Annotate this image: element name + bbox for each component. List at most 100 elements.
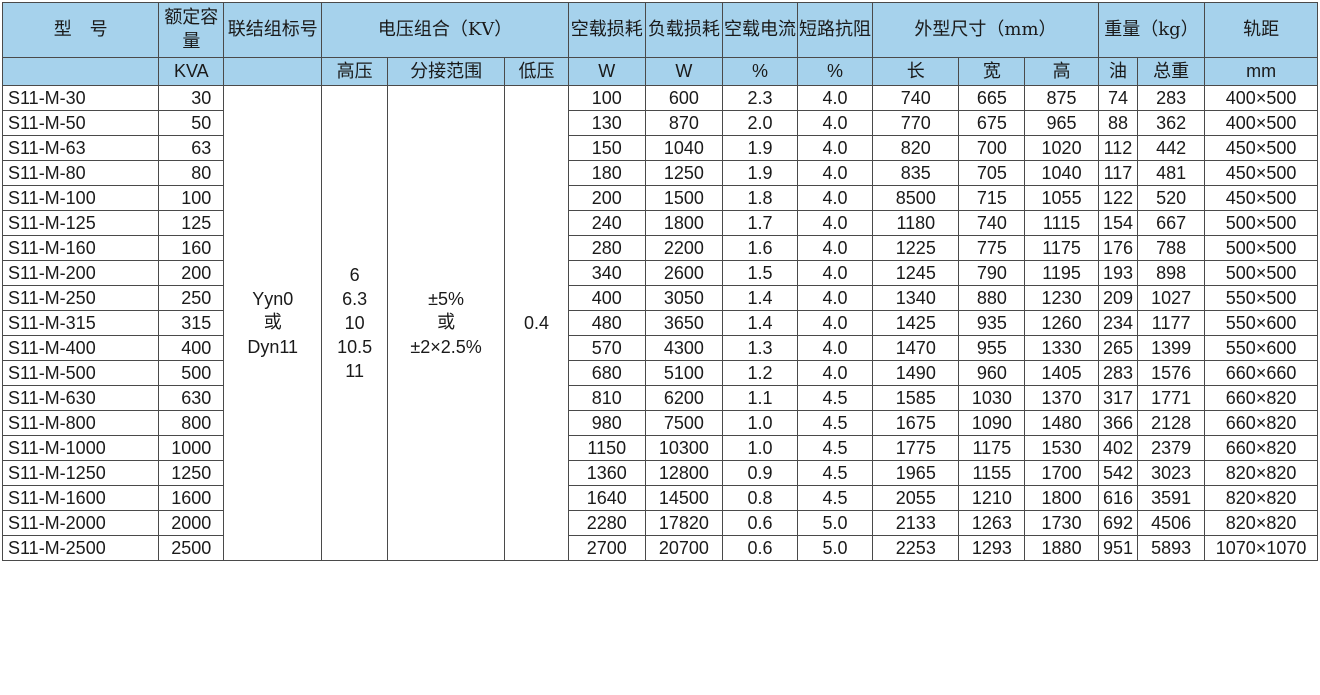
model-cell: S11-M-200 (1, 260, 160, 286)
high-voltage-cell-line: 6.3 (342, 289, 368, 309)
capacity-cell: 63 (158, 135, 225, 161)
total-weight-cell: 3023 (1137, 460, 1206, 486)
oil-weight-cell: 176 (1097, 235, 1139, 261)
table-row: S11-M-30 30 Yyn0 或 Dyn11 6 6.3 10 10.5 11 ±5% 或 ±2×2… (1, 85, 1318, 561)
unit-load-loss: W (644, 57, 724, 86)
impedance-cell: 4.5 (796, 460, 874, 486)
length-cell: 820 (872, 135, 960, 161)
length-cell: 1585 (872, 385, 960, 411)
table-row: S11-M-160 160 280 2200 1.6 4.0 1225 775 1175 176 7… (1, 235, 1318, 261)
oil-weight-cell: 283 (1097, 360, 1139, 386)
capacity-cell: 315 (158, 310, 225, 336)
unit-connection-empty (223, 57, 323, 86)
table-row: S11-M-2500 2500 2700 20700 0.6 5.0 2253 1293 188… (1, 535, 1318, 561)
no-load-current-cell: 1.8 (722, 185, 798, 211)
width-cell: 775 (958, 235, 1026, 261)
width-cell: 1263 (958, 510, 1026, 536)
header-model: 型 号 (1, 2, 160, 58)
gauge-cell: 820×820 (1204, 510, 1318, 536)
width-cell: 1210 (958, 485, 1026, 511)
model-cell: S11-M-2000 (1, 510, 160, 536)
header-no-load-loss: 空载损耗 (567, 2, 646, 58)
capacity-cell: 200 (158, 260, 225, 286)
total-weight-cell: 1177 (1137, 310, 1206, 336)
no-load-loss-cell: 1360 (567, 460, 646, 486)
table-row: S11-M-1250 1250 1360 12800 0.9 4.5 1965 1155 170… (1, 460, 1318, 486)
total-weight-cell: 442 (1137, 135, 1206, 161)
length-cell: 1775 (872, 435, 960, 461)
table-row: S11-M-630 630 810 6200 1.1 4.5 1585 1030 1370 317… (1, 385, 1318, 411)
model-cell: S11-M-1000 (1, 435, 160, 461)
length-cell: 2055 (872, 485, 960, 511)
length-cell: 2253 (872, 535, 960, 561)
no-load-loss-cell: 180 (567, 160, 646, 186)
impedance-cell: 4.0 (796, 135, 874, 161)
impedance-cell: 4.0 (796, 335, 874, 361)
model-cell: S11-M-160 (1, 235, 160, 261)
total-weight-cell: 1027 (1137, 285, 1206, 311)
no-load-current-cell: 0.6 (722, 510, 798, 536)
capacity-cell: 630 (158, 385, 225, 411)
unit-capacity: KVA (158, 57, 225, 86)
total-weight-cell: 2379 (1137, 435, 1206, 461)
no-load-loss-cell: 280 (567, 235, 646, 261)
header-connection: 联结组标号 (223, 2, 323, 58)
tap-range-cell: ±5% 或 ±2×2.5% (387, 85, 506, 561)
high-voltage-cell-line: 11 (345, 361, 364, 381)
impedance-cell: 4.0 (796, 160, 874, 186)
load-loss-cell: 1800 (644, 210, 724, 236)
no-load-loss-cell: 680 (567, 360, 646, 386)
header-weight: 重量（kg） (1097, 2, 1206, 58)
total-weight-cell: 481 (1137, 160, 1206, 186)
total-weight-cell: 283 (1137, 85, 1206, 111)
table-row: S11-M-315 315 480 3650 1.4 4.0 1425 935 1260 234 1… (1, 310, 1318, 336)
impedance-cell: 4.0 (796, 110, 874, 136)
oil-weight-cell: 402 (1097, 435, 1139, 461)
table-row: S11-M-100 100 200 1500 1.8 4.0 8500 715 1055 122 5… (1, 185, 1318, 211)
header-no-load-current: 空载电流 (722, 2, 798, 58)
unit-length: 长 (872, 57, 960, 86)
height-cell: 875 (1024, 85, 1099, 111)
no-load-loss-cell: 400 (567, 285, 646, 311)
load-loss-cell: 1040 (644, 135, 724, 161)
height-cell: 1020 (1024, 135, 1099, 161)
capacity-cell: 100 (158, 185, 225, 211)
height-cell: 1055 (1024, 185, 1099, 211)
table-row: S11-M-500 500 680 5100 1.2 4.0 1490 960 1405 283 1… (1, 360, 1318, 386)
gauge-cell: 820×820 (1204, 485, 1318, 511)
impedance-cell: 4.0 (796, 360, 874, 386)
model-cell: S11-M-315 (1, 310, 160, 336)
table-body: S11-M-30 30 Yyn0 或 Dyn11 6 6.3 10 10.5 11 ±5% 或 ±2×2… (1, 85, 1318, 561)
length-cell: 1965 (872, 460, 960, 486)
length-cell: 1470 (872, 335, 960, 361)
oil-weight-cell: 616 (1097, 485, 1139, 511)
unit-no-load-current: % (722, 57, 798, 86)
no-load-loss-cell: 810 (567, 385, 646, 411)
gauge-cell: 450×500 (1204, 135, 1318, 161)
total-weight-cell: 788 (1137, 235, 1206, 261)
total-weight-cell: 362 (1137, 110, 1206, 136)
gauge-cell: 660×820 (1204, 410, 1318, 436)
no-load-loss-cell: 1150 (567, 435, 646, 461)
no-load-current-cell: 2.3 (722, 85, 798, 111)
tap-range-cell-line: ±5% (428, 289, 465, 309)
height-cell: 1480 (1024, 410, 1099, 436)
connection-group-cell: Yyn0 或 Dyn11 (223, 85, 323, 561)
oil-weight-cell: 209 (1097, 285, 1139, 311)
load-loss-cell: 2200 (644, 235, 724, 261)
height-cell: 1370 (1024, 385, 1099, 411)
total-weight-cell: 667 (1137, 210, 1206, 236)
no-load-current-cell: 1.1 (722, 385, 798, 411)
load-loss-cell: 12800 (644, 460, 724, 486)
width-cell: 790 (958, 260, 1026, 286)
model-cell: S11-M-50 (1, 110, 160, 136)
length-cell: 2133 (872, 510, 960, 536)
unit-high-voltage: 高压 (321, 57, 389, 86)
capacity-cell: 30 (158, 85, 225, 111)
impedance-cell: 4.5 (796, 485, 874, 511)
impedance-cell: 4.0 (796, 85, 874, 111)
table-row: S11-M-250 250 400 3050 1.4 4.0 1340 880 1230 209 1… (1, 285, 1318, 311)
table-row: S11-M-200 200 340 2600 1.5 4.0 1245 790 1195 193 8… (1, 260, 1318, 286)
total-weight-cell: 1576 (1137, 360, 1206, 386)
oil-weight-cell: 117 (1097, 160, 1139, 186)
